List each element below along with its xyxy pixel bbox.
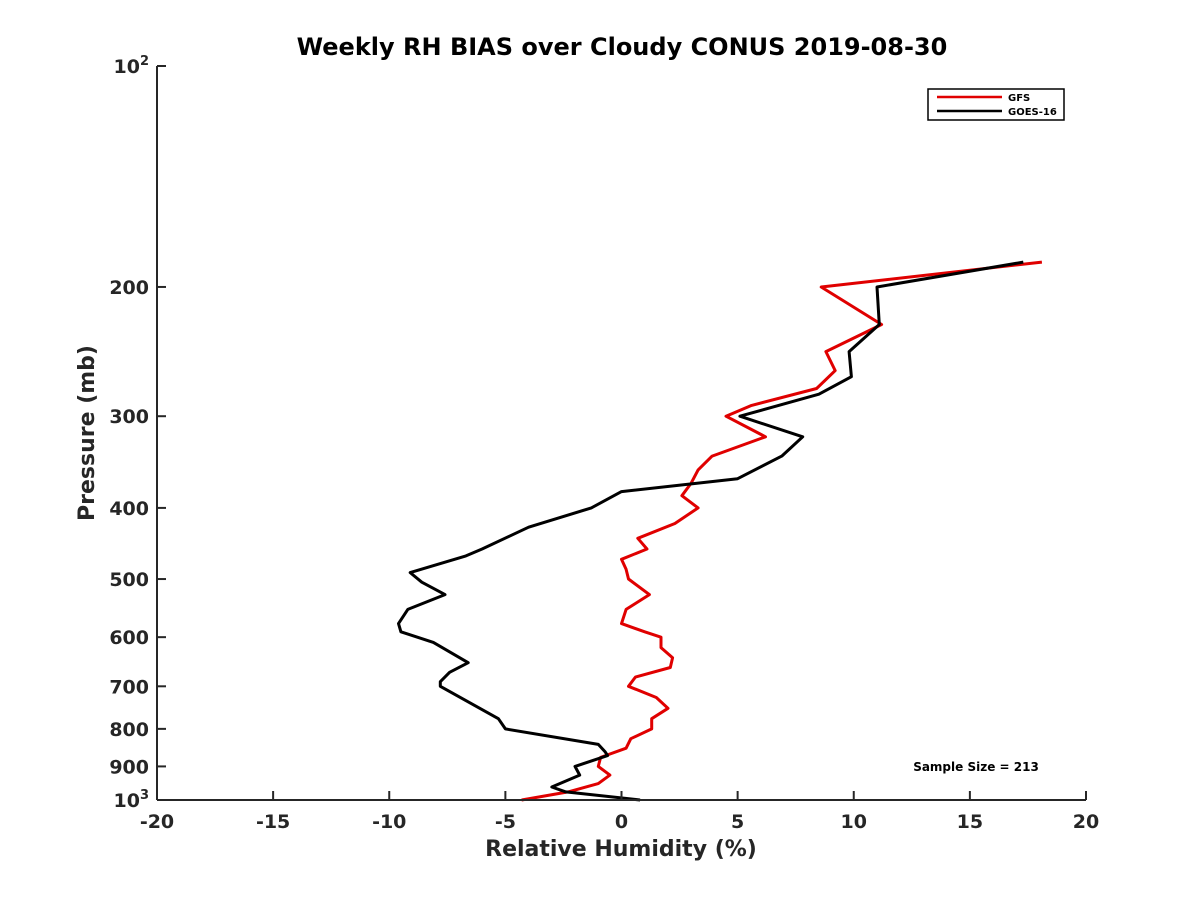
y-tick-label: 400 xyxy=(109,498,149,520)
y-axis-label: Pressure (mb) xyxy=(75,345,100,521)
x-tick-label: 0 xyxy=(615,811,628,833)
legend: GFS GOES-16 xyxy=(927,88,1065,121)
y-tick-label: 800 xyxy=(109,719,149,741)
x-tick-label: -15 xyxy=(256,811,290,833)
x-axis-label: Relative Humidity (%) xyxy=(485,837,757,862)
y-tick-label: 700 xyxy=(109,676,149,698)
y-tick-base: 10 xyxy=(114,56,140,78)
x-tick-label: 10 xyxy=(841,811,867,833)
series-line-goes-16 xyxy=(397,260,1024,802)
sample-size-annotation: Sample Size = 213 xyxy=(913,760,1039,774)
x-tick-label: -10 xyxy=(372,811,406,833)
y-tick-exponent: 2 xyxy=(140,54,149,69)
series-line-gfs xyxy=(521,260,1043,802)
y-tick-label: 103 xyxy=(114,788,150,812)
y-tick-label: 600 xyxy=(109,627,149,649)
chart-title: Weekly RH BIAS over Cloudy CONUS 2019-08… xyxy=(297,33,948,61)
legend-box xyxy=(927,88,1065,121)
x-tick-label: 20 xyxy=(1073,811,1099,833)
x-tick-label: -5 xyxy=(495,811,516,833)
x-tick-label: -20 xyxy=(140,811,174,833)
legend-label-goes-16: GOES-16 xyxy=(1008,107,1057,118)
y-tick-label: 102 xyxy=(114,54,150,78)
y-tick-label: 300 xyxy=(109,406,149,428)
series-layer xyxy=(397,260,1043,802)
y-tick-exponent: 3 xyxy=(140,788,149,803)
y-tick-base: 10 xyxy=(114,790,140,812)
x-tick-label: 15 xyxy=(957,811,983,833)
x-ticks: -20 -15 -10 -5 0 5 10 15 20 xyxy=(140,791,1099,833)
legend-label-gfs: GFS xyxy=(1008,93,1030,104)
y-tick-label: 500 xyxy=(109,569,149,591)
y-tick-label: 900 xyxy=(109,756,149,778)
y-tick-label: 200 xyxy=(109,277,149,299)
x-tick-label: 5 xyxy=(731,811,744,833)
